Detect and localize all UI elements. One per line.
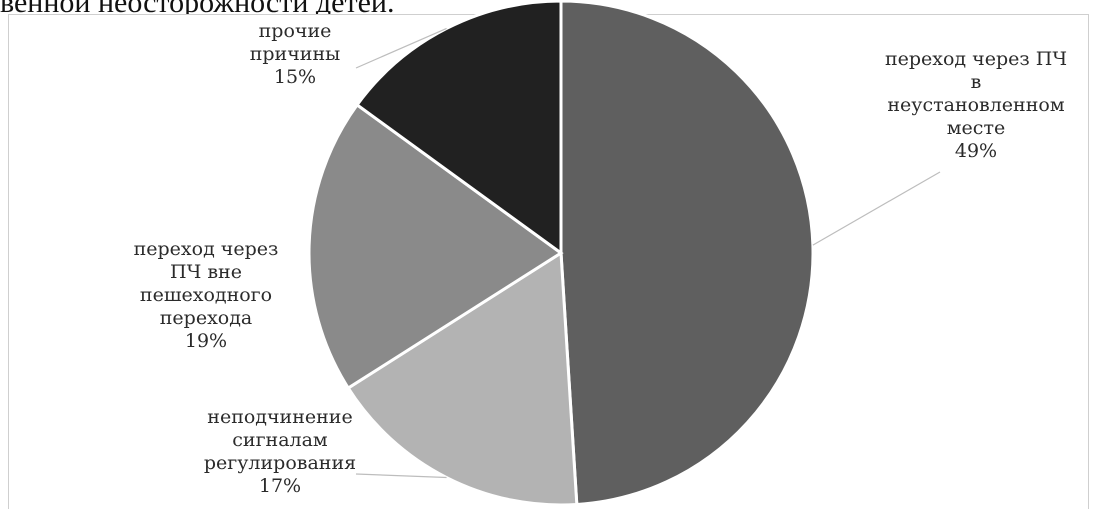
slice-label-line: неподчинение: [207, 406, 353, 428]
pie-slice-2: [307, 102, 564, 391]
slice-label-line: перехода: [159, 307, 253, 329]
slice-label-line: пешеходного: [139, 284, 273, 306]
slice-label-1: неподчинение сигналам регулирования 17%: [150, 406, 410, 498]
slice-value-label: 19%: [184, 330, 228, 352]
slice-value-label: 17%: [258, 475, 302, 497]
slice-label-line: регулирования: [203, 452, 357, 474]
slice-label-line: сигналам: [232, 429, 328, 451]
slice-label-line: причины: [249, 43, 341, 65]
slice-label-line: в: [970, 71, 982, 93]
slice-label-3: прочие причины 15%: [215, 20, 375, 89]
slice-value-label: 15%: [273, 66, 317, 88]
leader-line-0: [812, 171, 941, 246]
leader-lines: [355, 27, 941, 479]
pie-slices: [307, 0, 815, 507]
slice-label-line: переход через: [133, 238, 279, 260]
pie-slice-0: [559, 0, 815, 507]
leader-line-1: [355, 473, 447, 479]
slice-label-line: ПЧ вне: [170, 261, 242, 283]
slice-label-line: неустановленном: [887, 94, 1065, 116]
slice-value-label: 49%: [954, 140, 998, 162]
slice-label-2: переход через ПЧ вне пешеходного переход…: [96, 238, 316, 353]
leader-line-3: [355, 27, 447, 69]
pie-slice-3: [355, 0, 563, 256]
slice-label-line: месте: [946, 117, 1006, 139]
slice-label-line: переход через ПЧ: [884, 48, 1068, 70]
pie-slice-1: [346, 250, 579, 507]
slice-label-line: прочие: [258, 20, 332, 42]
slice-label-0: переход через ПЧ в неустановленном месте…: [856, 48, 1096, 163]
